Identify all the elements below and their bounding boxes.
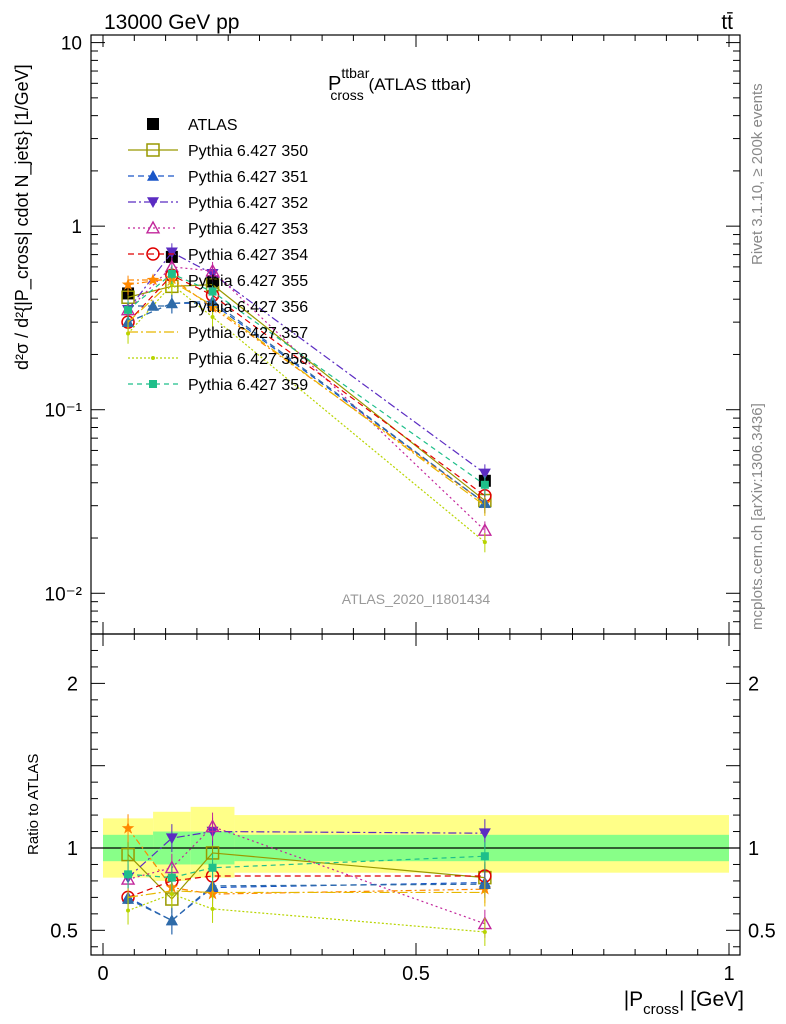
data-point [167,269,176,278]
data-point [146,143,160,157]
legend-label: Pythia 6.427 358 [188,351,308,368]
data-point [482,929,487,934]
plot-title-sup: ttbar [341,65,369,81]
ratio-series-line [127,890,485,898]
data-point [169,282,174,287]
y-axis-label-ratio: Ratio to ATLAS [25,754,42,855]
x-axis-label-main: |P [624,988,643,1011]
ratio-series-line [127,852,485,900]
legend: ATLAS Pythia 6.427 350 Pythia 6.427 351 Pyt… [128,117,308,394]
ratio-series-line [127,883,485,922]
ratio-y-tick-label-right: 0.5 [748,920,776,942]
plot-title-suffix: (ATLAS ttbar) [364,75,471,94]
plot-title-sub: cross [330,87,363,103]
ratio-series-line [127,875,485,898]
legend-label: Pythia 6.427 354 [188,247,308,264]
series-line [127,251,486,474]
data-point [210,906,215,911]
ratio-y-tick-label-right: 2 [748,673,759,695]
legend-label: Pythia 6.427 357 [188,325,308,342]
data-point [121,821,135,834]
ratio-y-tick-label: 2 [67,673,78,695]
data-point [146,247,160,261]
data-point [146,273,160,286]
legend-label: Pythia 6.427 355 [188,273,308,290]
header-left: 13000 GeV pp [104,11,239,34]
data-point [169,892,174,897]
legend-label: Pythia 6.427 351 [188,169,308,186]
legend-label: Pythia 6.427 356 [188,299,308,316]
x-tick-label: 0.5 [402,963,430,985]
data-point [482,540,487,545]
data-point [124,305,133,314]
x-tick-label: 0 [97,963,108,985]
ratio-error-bands [91,806,740,881]
series-line [127,273,486,486]
data-point [149,380,157,388]
data-point [208,863,217,872]
data-point [480,852,489,861]
data-point [478,468,491,480]
data-point [205,263,220,277]
data-point [147,300,159,311]
plot-title: Pttbar cross (ATLAS ttbar) [328,65,471,103]
series-line [127,300,486,504]
series-line [127,266,486,531]
data-point [165,833,178,845]
y-axis-label-main: d²σ / d²{|P_cross| cdot N_jets} [1/GeV] [12,64,33,370]
header-right: tt̄ [721,11,733,34]
series-line [127,283,486,543]
data-point [147,118,159,130]
data-point [121,278,135,290]
y-tick-label: 10⁻² [45,584,83,605]
x-axis-label-sub: cross [643,1001,679,1018]
data-point [167,873,176,882]
ratio-series-line [127,893,485,933]
legend-label: Pythia 6.427 350 [188,143,308,160]
legend-label: Pythia 6.427 359 [188,377,308,394]
mcplots-label: mcplots.cern.ch [arXiv:1306.3436] [749,403,766,630]
x-axis-label-suffix: | [GeV] [679,988,744,1011]
ratio-series-line [127,830,485,879]
ratio-y-tick-label: 1 [67,838,78,860]
data-point [151,356,155,360]
ratio-series-line [127,855,485,879]
x-tick-label: 1 [723,963,734,985]
data-point [208,287,217,296]
plot-title-main: P [328,73,341,95]
data-point [478,828,491,840]
ratio-y-tick-label: 0.5 [50,920,78,942]
x-axis-label: |Pcross| [GeV] [624,988,744,1018]
legend-label: Pythia 6.427 353 [188,221,308,238]
ratio-series-line [127,827,485,895]
legend-label: ATLAS [188,117,238,134]
legend-label: Pythia 6.427 352 [188,195,308,212]
y-tick-label: 10⁻¹ [45,401,83,422]
data-point [480,480,489,489]
data-point [165,247,178,259]
axes-layer: 0 0.5 1 10 1 10⁻¹ 10⁻² 2 2 1 1 0.5 0.5 [45,34,776,985]
data-point [124,870,133,879]
ratio-y-tick-label-right: 1 [748,838,759,860]
data-point [210,314,215,319]
data-point [126,908,131,913]
data-point [205,819,220,833]
y-tick-label: 1 [71,217,82,238]
data-point [165,914,178,926]
y-tick-label: 10 [61,34,82,55]
data-point [147,170,159,181]
ratio-series-layer [120,812,493,946]
rivet-label: Rivet 3.1.10, ≥ 200k events [749,83,766,265]
data-point [145,220,161,234]
data-point [147,197,159,208]
analysis-watermark: ATLAS_2020_I1801434 [342,591,491,607]
series-line [127,280,486,507]
series-line [127,274,486,497]
ratio-series-line [127,881,485,922]
